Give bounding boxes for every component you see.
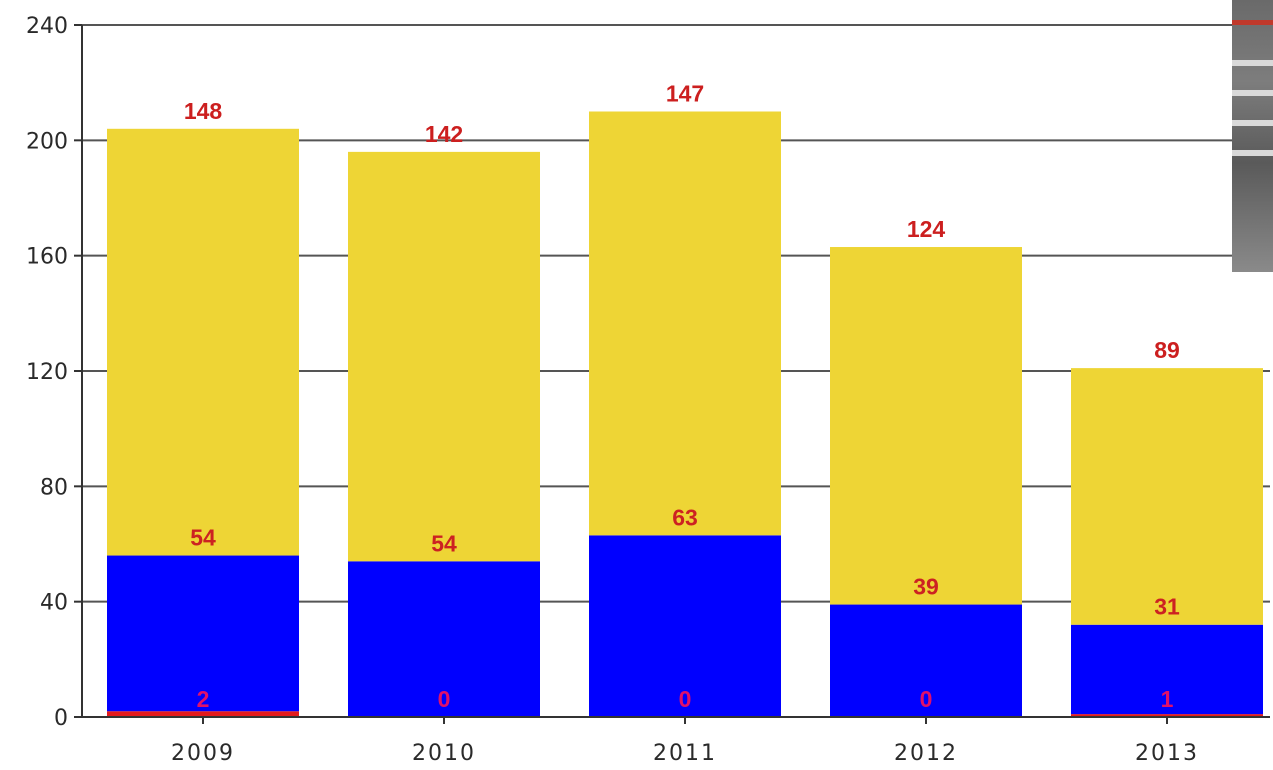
data-label: 54 [190, 525, 216, 551]
y-tick-label: 160 [26, 245, 68, 270]
bar-segment [589, 535, 781, 717]
x-tick-label: 2011 [653, 741, 717, 766]
bar-segment [107, 555, 299, 712]
y-tick-label: 200 [26, 129, 68, 154]
bar-segment [348, 561, 540, 717]
y-tick-labels: 0 40 80 120 160 200 240 [26, 14, 68, 731]
x-tick-label: 2009 [171, 741, 235, 766]
bar-segment [589, 111, 781, 536]
data-label: 63 [672, 504, 698, 530]
bar-segment [830, 247, 1022, 605]
data-label: 124 [907, 216, 946, 242]
bar-segment [1071, 368, 1263, 625]
bar-segment [107, 711, 299, 717]
bars [107, 111, 1263, 717]
bar-segment [1071, 714, 1263, 717]
data-label: 1 [1161, 686, 1174, 712]
y-tick-label: 0 [54, 706, 68, 731]
data-label: 39 [913, 574, 939, 600]
y-tick-label: 80 [40, 475, 68, 500]
data-label: 2 [197, 686, 210, 712]
axes [74, 24, 1270, 724]
bar-segment [348, 151, 540, 562]
data-label: 0 [920, 686, 933, 712]
data-label: 54 [431, 530, 457, 556]
data-label: 89 [1154, 337, 1180, 363]
y-tick-label: 120 [26, 360, 68, 385]
data-label: 142 [425, 121, 463, 147]
bar-segment [1071, 624, 1263, 715]
x-tick-labels: 2009 2010 2011 2012 2013 [171, 741, 1199, 766]
data-label: 0 [438, 686, 451, 712]
data-label: 147 [666, 81, 704, 107]
x-tick-label: 2010 [412, 741, 476, 766]
x-tick-label: 2012 [894, 741, 958, 766]
road-photo-icon [1232, 0, 1273, 272]
bar-segment [830, 604, 1022, 717]
data-labels: 2 54 148 0 54 142 0 63 147 0 39 124 1 31 89 [184, 81, 1180, 713]
data-label: 148 [184, 98, 223, 124]
bar-segment [107, 128, 299, 556]
data-label: 31 [1154, 594, 1180, 620]
data-label: 0 [679, 686, 692, 712]
y-tick-label: 40 [40, 591, 68, 616]
x-tick-label: 2013 [1135, 741, 1199, 766]
y-tick-label: 240 [26, 14, 68, 39]
